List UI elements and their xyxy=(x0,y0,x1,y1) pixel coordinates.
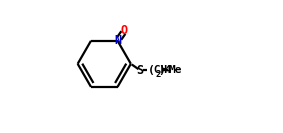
Text: O: O xyxy=(121,24,128,38)
Text: Me: Me xyxy=(169,65,182,75)
Text: N: N xyxy=(114,34,121,47)
Text: )4: )4 xyxy=(158,65,171,75)
Text: 2: 2 xyxy=(156,70,161,80)
Text: S: S xyxy=(137,64,144,77)
Text: (CH: (CH xyxy=(148,65,168,75)
